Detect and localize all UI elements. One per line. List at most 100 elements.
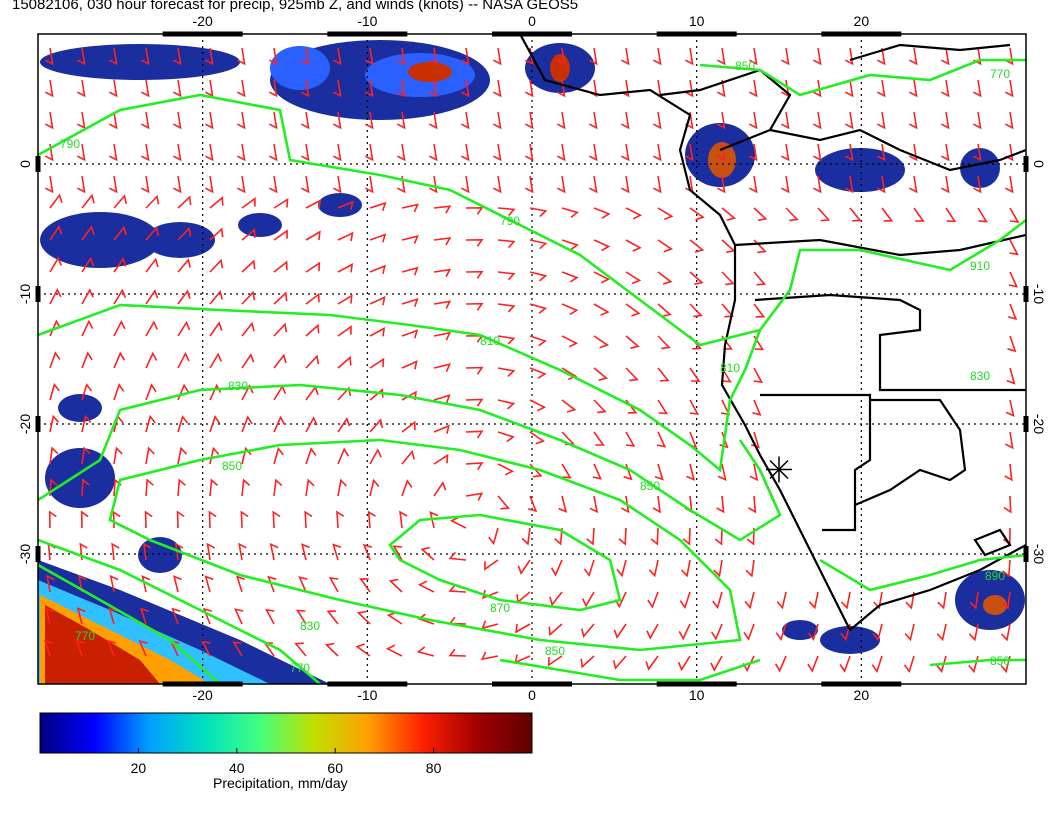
wind-barb [46,574,55,593]
wind-barb [145,414,156,433]
wind-barb [813,79,822,98]
contour-label: 830 [228,379,248,393]
wind-barb [465,206,484,215]
wind-barb [653,143,662,162]
wind-barb [429,175,438,194]
wind-barb [749,463,759,482]
wind-barb [593,271,611,284]
wind-barb [237,79,246,98]
wind-barb [269,47,278,66]
wind-barb [904,623,915,642]
wind-barb [529,335,547,347]
wind-barb [369,448,382,465]
wind-barb [714,527,723,546]
wind-barb [909,111,918,130]
wind-barb [269,111,278,130]
wind-barb [305,261,321,273]
wind-barb [1005,431,1014,450]
wind-barb [941,111,950,130]
contour-label: 770 [75,629,95,643]
colorbar-tick-label: 80 [426,760,442,776]
wind-barb [781,143,790,162]
wind-barb [81,478,90,497]
wind-barb [108,607,118,625]
wind-barb [657,303,672,318]
wind-barb [550,559,563,577]
wind-barb [497,431,515,443]
wind-barb [113,257,127,273]
precip-blob [270,46,330,90]
wind-barb [937,591,947,610]
wind-barb [807,623,819,642]
wind-barb [845,143,854,162]
wind-barb [273,260,288,273]
wind-barb [433,480,447,497]
wind-barb [514,654,531,664]
wind-barb [529,207,548,218]
lat-tick-label-right: -10 [1031,284,1047,304]
wind-barb [294,642,307,657]
wind-barb [750,431,760,449]
contour-line [499,658,761,682]
wind-barb [304,510,313,529]
wind-barb [241,446,252,465]
wind-barb [205,79,214,98]
wind-barb [593,207,611,219]
contour-label: 850 [640,479,660,493]
wind-barb [241,321,255,337]
contour-line [38,538,321,684]
wind-barb [145,257,159,273]
wind-barb [561,399,577,413]
precip-blob [983,595,1007,615]
wind-barb [367,510,376,529]
wind-barbs [43,47,1020,674]
wind-barb [49,446,59,465]
wind-barb [973,175,982,194]
wind-barb [365,47,374,66]
wind-barb [625,207,643,220]
wind-barb [488,527,499,546]
wind-barb [429,79,438,98]
wind-barb [657,271,673,285]
wind-barb [141,47,150,66]
wind-barb [174,542,184,561]
wind-barb [401,449,415,465]
wind-barb [301,79,310,98]
wind-barb [1008,271,1019,288]
lon-tick-label-top: 20 [854,13,870,29]
wind-barb [333,47,342,66]
wind-barb [909,79,918,98]
wind-barb [362,543,373,561]
wind-barb [753,303,766,318]
wind-barb [241,415,253,433]
wind-barb [497,271,516,281]
wind-barb [241,197,256,209]
wind-barb [625,239,642,252]
wind-barb [593,303,610,316]
wind-barb [369,201,387,211]
wind-barb [145,446,155,465]
wind-barb [497,399,516,410]
wind-barb [109,47,118,66]
colorbar-tick-label: 60 [327,760,343,776]
wind-barb [1004,463,1013,482]
wind-barb [583,559,595,577]
wind-barb [232,641,243,657]
wind-barb [305,385,319,401]
wind-barb [305,323,320,337]
lon-tick-label-bottom: 20 [854,687,870,703]
wind-barb [776,591,787,610]
wind-barb [529,239,548,250]
wind-barb [365,175,374,194]
wind-barb [748,495,757,514]
country-border [822,505,857,532]
wind-barb [1005,47,1014,66]
wind-barb [647,591,659,609]
lon-tick-label-top: -10 [357,13,377,29]
precip-blob [238,213,282,237]
wind-barb [401,297,419,308]
wind-barb [109,143,118,162]
wind-barb [621,47,630,66]
wind-barb [305,447,317,465]
wind-barb [205,47,214,66]
